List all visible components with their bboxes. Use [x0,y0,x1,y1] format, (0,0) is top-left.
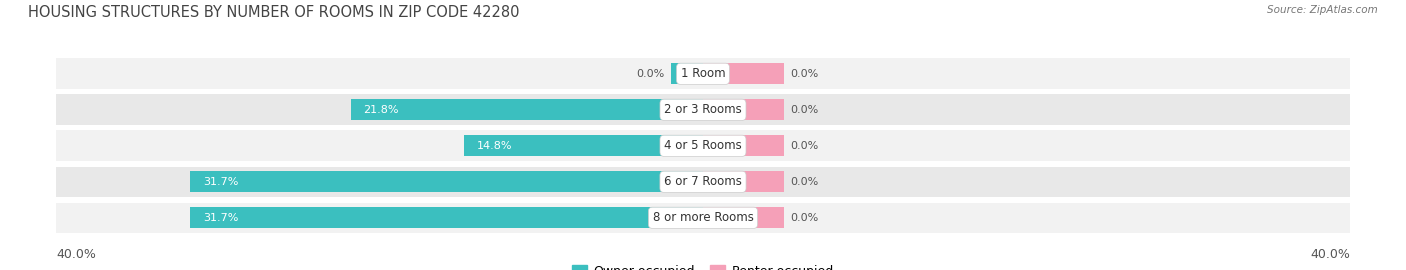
Text: 0.0%: 0.0% [790,141,818,151]
Text: 0.0%: 0.0% [636,69,664,79]
Bar [190,171,703,192]
Text: 21.8%: 21.8% [363,105,399,115]
Bar [703,207,785,228]
Text: 1 Room: 1 Room [681,67,725,80]
Text: 0.0%: 0.0% [790,105,818,115]
Bar [56,130,1350,161]
Text: 0.0%: 0.0% [790,69,818,79]
Text: 2 or 3 Rooms: 2 or 3 Rooms [664,103,742,116]
Text: 31.7%: 31.7% [204,177,239,187]
Text: 8 or more Rooms: 8 or more Rooms [652,211,754,224]
Bar [56,94,1350,125]
Bar [671,63,703,84]
Bar [703,99,785,120]
Bar [703,135,785,156]
Bar [190,207,703,228]
Bar [56,59,1350,89]
Text: Source: ZipAtlas.com: Source: ZipAtlas.com [1267,5,1378,15]
Text: 40.0%: 40.0% [56,248,96,261]
Bar [703,63,785,84]
Text: HOUSING STRUCTURES BY NUMBER OF ROOMS IN ZIP CODE 42280: HOUSING STRUCTURES BY NUMBER OF ROOMS IN… [28,5,520,21]
Text: 31.7%: 31.7% [204,213,239,223]
Bar [56,202,1350,233]
Text: 6 or 7 Rooms: 6 or 7 Rooms [664,175,742,188]
Text: 14.8%: 14.8% [477,141,512,151]
Bar [703,171,785,192]
Text: 0.0%: 0.0% [790,177,818,187]
Legend: Owner-occupied, Renter-occupied: Owner-occupied, Renter-occupied [568,260,838,270]
Text: 0.0%: 0.0% [790,213,818,223]
Text: 4 or 5 Rooms: 4 or 5 Rooms [664,139,742,152]
Bar [350,99,703,120]
Bar [464,135,703,156]
Bar [56,167,1350,197]
Text: 40.0%: 40.0% [1310,248,1350,261]
